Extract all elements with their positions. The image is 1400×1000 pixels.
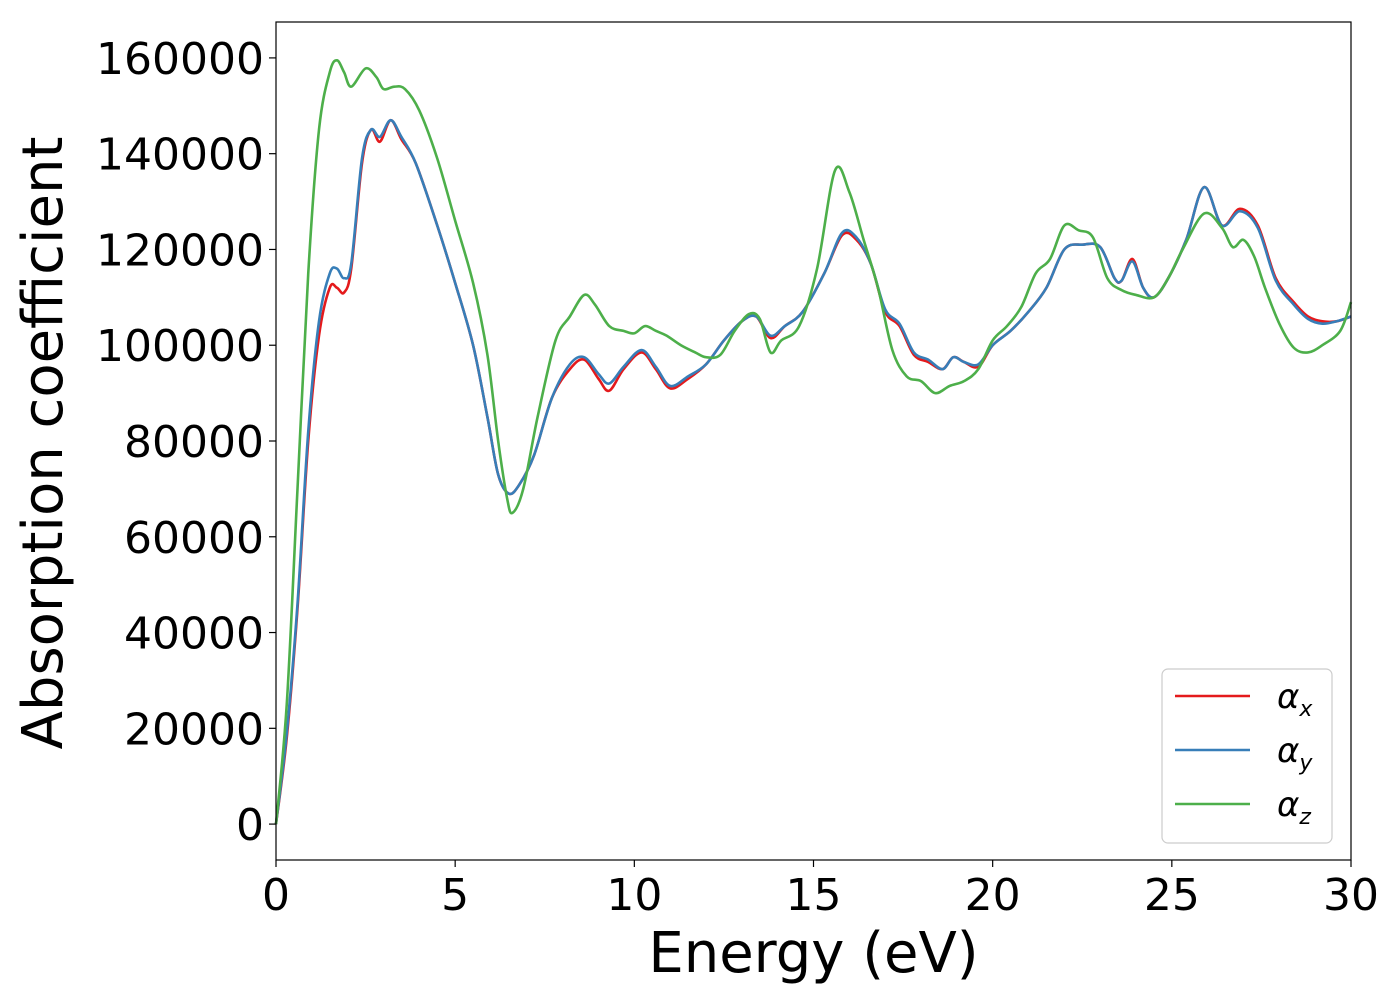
y-tick-label: 20000 (124, 704, 264, 755)
y-tick-label: 140000 (96, 130, 264, 181)
y-tick-label: 60000 (124, 513, 264, 564)
x-tick-label: 25 (1144, 870, 1200, 921)
series-line-z (274, 59, 1353, 825)
y-tick-label: 120000 (96, 225, 264, 276)
plot-lines (274, 59, 1353, 825)
legend-label-z: αz (1277, 785, 1311, 830)
y-tick-label: 40000 (124, 609, 264, 660)
x-axis-ticks: 0 5 10 15 20 25 30 (262, 860, 1379, 921)
y-tick-label: 80000 (124, 417, 264, 468)
y-axis-title: Absorption coefficient (11, 137, 76, 750)
legend-box (1161, 668, 1333, 844)
y-axis-ticks: 0 20000 40000 60000 80000 100000 120000 140000 1… (96, 34, 276, 851)
legend-label-y: αy (1277, 731, 1313, 776)
legend-label-x: αx (1277, 677, 1313, 722)
legend: αx αy αz (1161, 668, 1333, 844)
x-tick-label: 30 (1323, 870, 1379, 921)
x-tick-label: 5 (441, 870, 469, 921)
y-tick-label: 0 (236, 800, 264, 851)
x-tick-label: 0 (262, 870, 290, 921)
x-tick-label: 15 (786, 870, 842, 921)
y-tick-label: 160000 (96, 34, 264, 85)
y-tick-label: 100000 (96, 321, 264, 372)
x-axis-title: Energy (eV) (648, 921, 978, 986)
x-tick-label: 10 (606, 870, 662, 921)
x-tick-label: 20 (965, 870, 1021, 921)
